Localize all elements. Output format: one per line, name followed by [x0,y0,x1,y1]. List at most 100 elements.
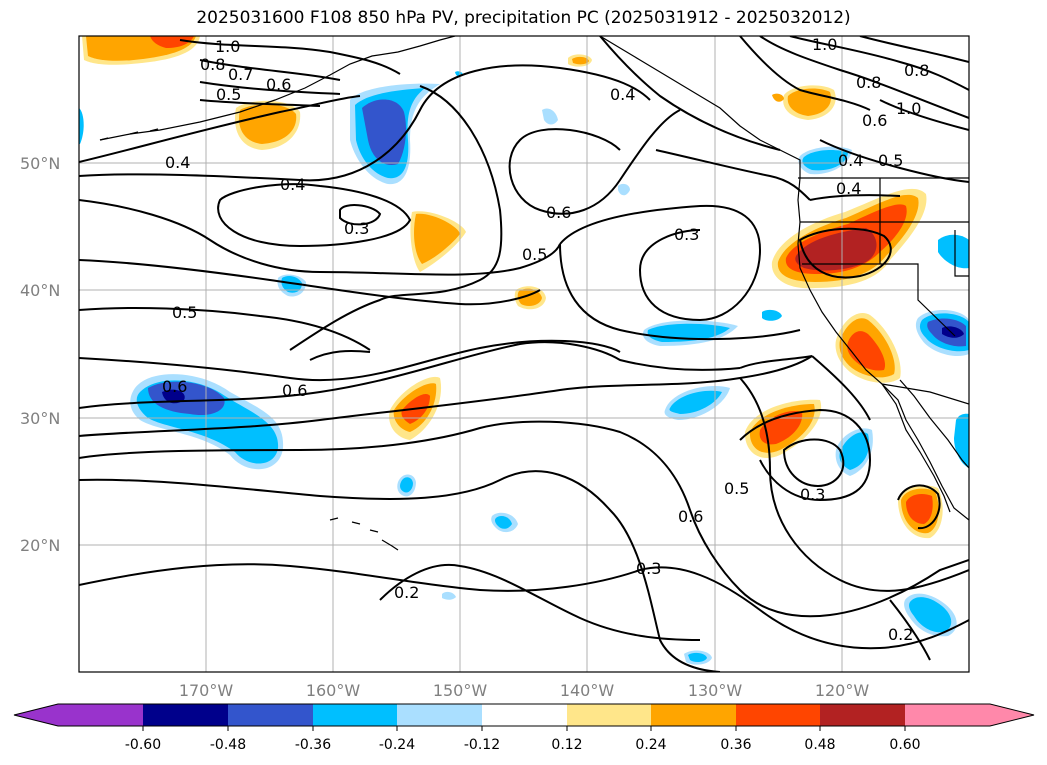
colorbar-ticks [142,726,906,731]
colorbar-tick-label: 0.36 [720,737,751,753]
contour-line-13 [79,339,621,382]
contour-label: 0.8 [200,55,225,74]
contour-line-29 [879,99,969,131]
contour-line-27 [789,36,969,91]
precip-positive-socal-inner [847,331,886,371]
precip-negative-west-deep [148,381,225,416]
precip-positive-alaska-north-core [238,104,297,144]
precip-negative-west-center [162,389,185,404]
colorbar-tick-label: -0.48 [210,737,246,753]
contour-label: 1.0 [812,35,837,54]
colorbar-segment [397,704,482,726]
contour-line-12 [79,307,371,351]
contour-label-group: 1.0 0.8 0.7 0.6 0.5 0.4 0.4 0.3 0.6 0.5 … [162,35,929,644]
contour-line-39 [889,599,931,661]
colorbar-segment [905,704,990,726]
contour-label: 0.6 [678,507,703,526]
colorbar: -0.60 -0.48 -0.36 -0.24 -0.12 0.12 0.24 … [13,703,1035,753]
map-title: 2025031600 F108 850 hPa PV, precipitatio… [196,8,851,28]
alaska-peninsula-coast [99,36,456,141]
contour-label: 0.4 [610,85,635,104]
precip-small-cell-8 [762,309,782,321]
lat-label-30n: 30°N [20,409,60,428]
contour-label: 0.3 [800,485,825,504]
colorbar-segment [736,704,820,726]
precip-negative-left-edge [79,108,84,144]
contour-line-6 [79,64,651,182]
colorbar-tick-label: 0.12 [551,737,582,753]
contour-label: 0.6 [282,381,307,400]
precip-small-cell-5 [618,183,630,196]
contour-label: 0.5 [878,151,903,170]
colorbar-tick-label: -0.60 [125,737,161,753]
contour-line-11 [79,259,541,306]
colorbar-segment [143,704,228,726]
contour-line-5 [199,99,321,107]
contour-label: 0.3 [674,225,699,244]
contour-label: 0.8 [856,73,881,92]
contour-label: 0.5 [522,245,547,264]
plot-frame [78,35,970,673]
contour-line-3 [199,59,341,81]
colorbar-extend-high [990,704,1034,726]
baja-california-coast [881,383,951,513]
contour-line-25 [739,36,871,111]
precip-small-cell-4-core [688,652,707,663]
north-america-west-coast [599,36,969,521]
colorbar-segment [651,704,736,726]
lon-label-170w: 170°W [179,681,234,700]
contour-line-8 [339,204,382,226]
coastlines [99,36,969,551]
contour-line-9 [289,85,503,351]
contour-line-20 [559,204,762,322]
precip-small-cell-1-core [281,275,302,293]
mexico-coast [899,379,969,469]
contour-line-16 [79,420,969,618]
colorbar-tick-label: 0.60 [889,737,920,753]
colorbar-segment [482,704,567,726]
colorbar-tick-label: -0.36 [295,737,331,753]
contour-line-19 [379,563,701,641]
contour-line-35 [782,438,845,488]
precipitation-shading [79,36,969,665]
contour-label: 0.2 [394,583,419,602]
precip-small-cell-9 [442,591,456,600]
lat-label-20n: 20°N [20,536,60,555]
contour-line-18 [79,563,969,650]
colorbar-segment [567,704,651,726]
contour-label: 0.3 [636,559,661,578]
contour-label: 1.0 [215,37,240,56]
contour-label: 0.4 [165,153,190,172]
contour-line-7 [217,183,412,248]
contour-line-30 [819,139,969,183]
state-border-california [802,263,956,337]
lon-label-150w: 150°W [433,681,488,700]
state-border-vertical-2 [954,230,969,277]
contour-line-17 [79,470,721,672]
precip-positive-mexico-inner [906,494,933,524]
contour-line-21 [508,109,681,215]
longitude-labels: 170°W 160°W 150°W 140°W 130°W 120°W [179,681,870,700]
contour-line-24 [599,36,781,151]
colorbar-tick-label: -0.12 [464,737,500,753]
lon-label-140w: 140°W [560,681,615,700]
contour-line-23 [655,149,811,201]
precip-positive-northwest-band-deep [150,36,194,48]
contour-label: 0.2 [888,625,913,644]
aleutian-islands [99,128,159,141]
contour-line-31 [809,194,901,201]
contour-line-2 [179,39,401,75]
colorbar-extend-low [14,704,58,726]
contour-label: 0.6 [162,377,187,396]
contour-label: 0.5 [724,479,749,498]
colorbar-segment [58,704,143,726]
contour-line-28 [859,36,969,63]
contour-label: 0.4 [280,175,305,194]
hawaii-islands [329,517,399,551]
lon-label-160w: 160°W [306,681,361,700]
contour-line-36 [739,355,813,369]
precip-positive-southeast-cell-deep [759,410,803,445]
precip-negative-pnw-core [802,149,848,171]
contour-line-38 [897,484,941,530]
contour-label: 0.5 [216,85,241,104]
